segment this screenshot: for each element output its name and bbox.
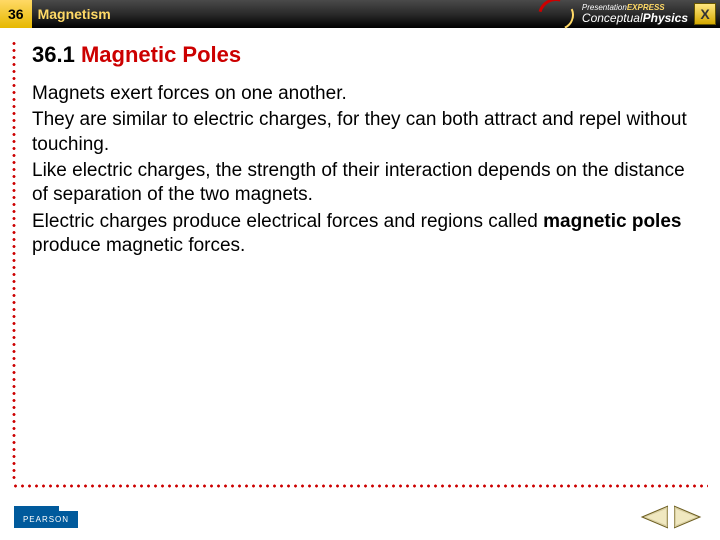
chapter-number-badge: 36	[0, 0, 32, 28]
close-button[interactable]: X	[694, 3, 716, 25]
brand-text: PresentationEXPRESS ConceptualPhysics	[582, 4, 688, 24]
slide-content: 36.1 Magnetic Poles Magnets exert forces…	[32, 42, 696, 260]
prev-arrow-icon	[638, 504, 668, 530]
close-icon: X	[700, 6, 709, 22]
bottom-dotted-rule	[12, 484, 708, 488]
section-title-text: Magnetic Poles	[81, 42, 241, 67]
top-bar: 36 Magnetism PresentationEXPRESS Concept…	[0, 0, 720, 28]
footer: PEARSON	[0, 496, 720, 540]
next-button[interactable]	[674, 504, 704, 530]
section-heading: 36.1 Magnetic Poles	[32, 42, 696, 68]
nav-arrows	[638, 504, 704, 530]
section-number: 36.1	[32, 42, 75, 67]
chapter-title: Magnetism	[38, 6, 111, 22]
paragraph-4b: produce magnetic forces.	[32, 235, 245, 256]
brand-line2-pre: Conceptual	[582, 11, 643, 25]
paragraph-4: Electric charges produce electrical forc…	[32, 210, 696, 259]
body-text: Magnets exert forces on one another. The…	[32, 82, 696, 258]
paragraph-4-bold: magnetic poles	[543, 211, 681, 232]
paragraph-2: They are similar to electric charges, fo…	[32, 108, 696, 157]
paragraph-1: Magnets exert forces on one another.	[32, 82, 696, 106]
paragraph-4a: Electric charges produce electrical forc…	[32, 211, 543, 232]
prev-button[interactable]	[638, 504, 668, 530]
publisher-logo: PEARSON	[14, 506, 78, 528]
brand-line2-physics: Physics	[643, 11, 688, 25]
brand-swoosh-icon	[538, 4, 576, 24]
brand-area: PresentationEXPRESS ConceptualPhysics X	[538, 0, 720, 28]
next-arrow-icon	[674, 504, 704, 530]
paragraph-3: Like electric charges, the strength of t…	[32, 159, 696, 208]
left-dotted-rule	[12, 40, 16, 480]
